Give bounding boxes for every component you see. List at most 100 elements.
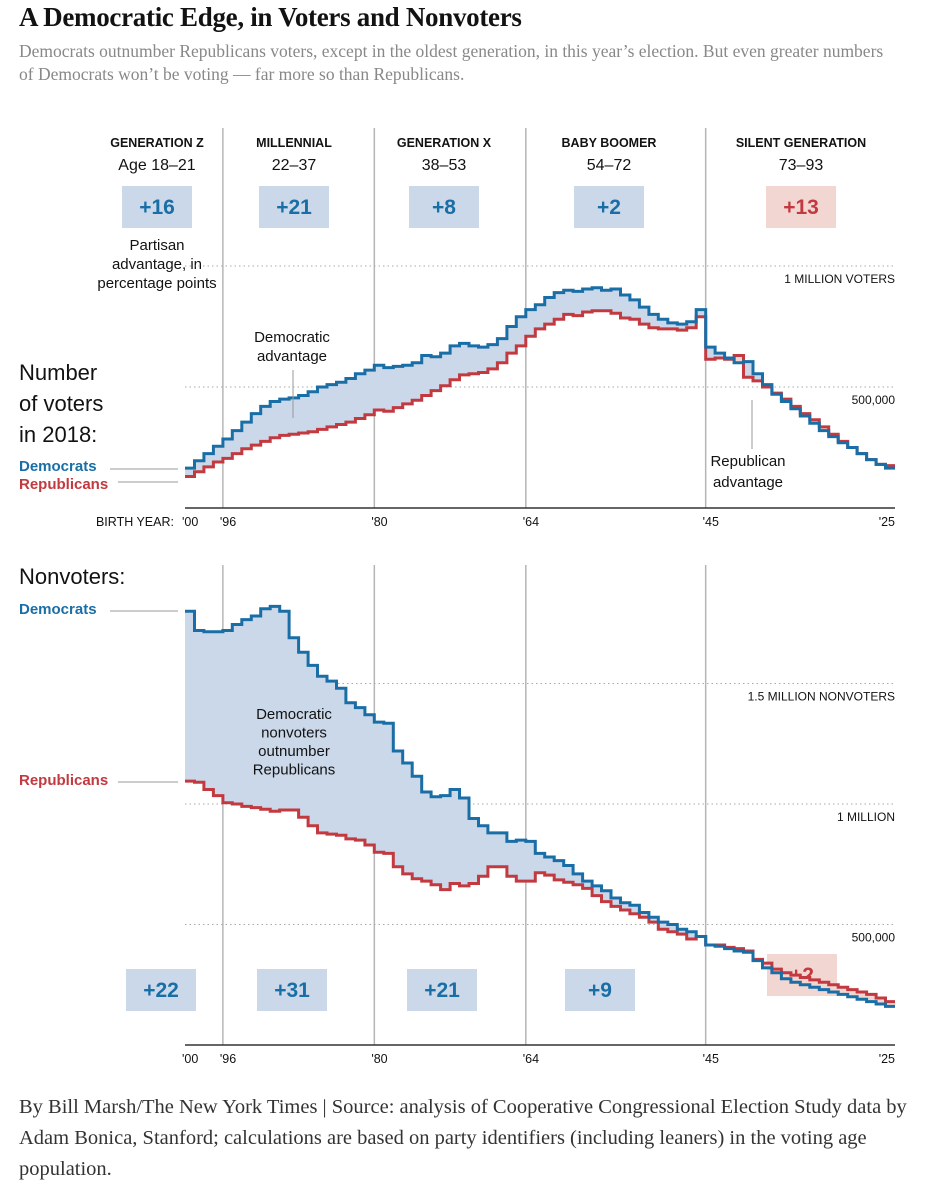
gap-fill	[298, 652, 309, 818]
source-credit: By Bill Marsh/The New York Times | Sourc…	[19, 1096, 907, 1180]
gap-fill	[185, 468, 195, 477]
gap-fill	[677, 929, 688, 935]
generation-ages: 73–93	[779, 157, 824, 174]
gap-fill	[374, 722, 385, 853]
gap-fill	[289, 397, 299, 435]
gap-fill	[345, 702, 356, 839]
republican-advantage-label: advantage	[713, 474, 783, 491]
gap-fill	[629, 299, 640, 320]
gap-fill	[364, 714, 375, 845]
gap-fill	[241, 619, 252, 807]
gap-fill	[203, 631, 214, 790]
gap-fill	[819, 426, 830, 431]
gap-fill	[667, 322, 678, 329]
generation-ages: Age 18–21	[118, 157, 196, 174]
gap-fill	[563, 865, 574, 883]
nonvoter-annotation: outnumber	[258, 743, 330, 760]
democrats-line	[185, 286, 895, 470]
gap-fill	[648, 917, 659, 923]
gap-fill	[355, 707, 366, 841]
y-tick-label: 500,000	[852, 931, 896, 945]
birth-year-label: BIRTH YEAR:	[96, 515, 174, 529]
gap-fill	[885, 1001, 896, 1007]
gap-fill	[355, 373, 366, 419]
nonvoter-advantage-value: +21	[424, 979, 460, 1002]
gap-fill	[819, 982, 830, 990]
voter-advantage-badge	[574, 186, 644, 228]
gap-fill	[753, 373, 763, 381]
gap-fill	[487, 344, 498, 369]
gap-fill	[222, 630, 233, 803]
gap-fill	[469, 818, 479, 884]
gap-fill	[771, 969, 782, 973]
gap-fill	[260, 406, 271, 442]
gap-fill	[809, 979, 820, 988]
gap-fill	[185, 611, 195, 782]
voter-advantage-value: +8	[432, 196, 456, 219]
democrats-line	[185, 604, 895, 1008]
gap-fill	[762, 963, 773, 968]
gap-fill	[620, 902, 631, 911]
gap-fill	[611, 288, 621, 314]
voter-advantage-value: +16	[139, 196, 175, 219]
gap-fill	[431, 356, 441, 391]
gap-fill	[241, 422, 252, 449]
gap-fill	[251, 616, 262, 808]
gap-fill	[525, 309, 536, 337]
y-tick-label: 1 MILLION VOTERS	[784, 272, 895, 286]
legend-democrats: Democrats	[19, 601, 97, 618]
gap-fill	[582, 288, 593, 312]
voter-advantage-value: +2	[597, 196, 621, 219]
generation-name: BABY BOOMER	[562, 136, 657, 150]
nonvoter-advantage-badge	[565, 969, 635, 1011]
gap-fill	[686, 321, 697, 328]
nonvoter-advantage-badge	[126, 969, 196, 1011]
partisan-note: advantage, in	[112, 256, 202, 273]
gap-fill	[431, 796, 441, 885]
gap-fill	[809, 419, 820, 424]
x-tick-label: '96	[220, 1052, 236, 1066]
gap-fill	[270, 401, 280, 438]
gap-fill	[677, 324, 688, 331]
gap-fill	[601, 890, 612, 902]
voter-advantage-badge	[409, 186, 479, 228]
x-tick-label: '96	[220, 515, 236, 529]
gap-fill	[563, 290, 574, 315]
x-tick-label: '80	[371, 1052, 387, 1066]
gap-fill	[402, 763, 413, 874]
gap-fill	[658, 319, 669, 329]
gap-fill	[450, 789, 460, 884]
gap-fill	[790, 975, 801, 983]
gap-fill	[383, 367, 394, 412]
generation-ages: 54–72	[587, 157, 632, 174]
gap-fill	[478, 825, 489, 877]
gap-fill	[838, 987, 848, 995]
voters-heading: in 2018:	[19, 422, 97, 447]
nonvoter-advantage-badge	[407, 969, 477, 1011]
gap-fill	[573, 291, 583, 316]
gap-fill	[857, 991, 867, 1000]
gap-fill	[251, 413, 262, 446]
chart-title: A Democratic Edge, in Voters and Nonvote…	[19, 2, 522, 32]
nonvoter-advantage-value: +31	[274, 979, 310, 1002]
gap-fill	[478, 347, 489, 373]
voter-advantage-badge	[766, 186, 836, 228]
nonvoter-advantage-badge	[257, 969, 327, 1011]
gap-fill	[393, 366, 404, 408]
gap-fill	[270, 606, 280, 812]
gap-fill	[203, 453, 214, 467]
democratic-advantage-label: advantage	[257, 348, 327, 365]
partisan-note: percentage points	[97, 275, 216, 292]
gap-fill	[450, 345, 460, 380]
generation-name: MILLENNIAL	[256, 136, 332, 150]
generation-name: GENERATION X	[397, 136, 492, 150]
legend-democrats: Democrats	[19, 458, 97, 475]
legend-republicans: Republicans	[19, 772, 108, 789]
gap-fill	[506, 841, 517, 877]
gap-fill	[393, 750, 404, 867]
gap-fill	[213, 446, 224, 463]
gap-fill	[308, 665, 318, 826]
gap-fill	[696, 309, 706, 317]
gap-fill	[459, 797, 470, 886]
